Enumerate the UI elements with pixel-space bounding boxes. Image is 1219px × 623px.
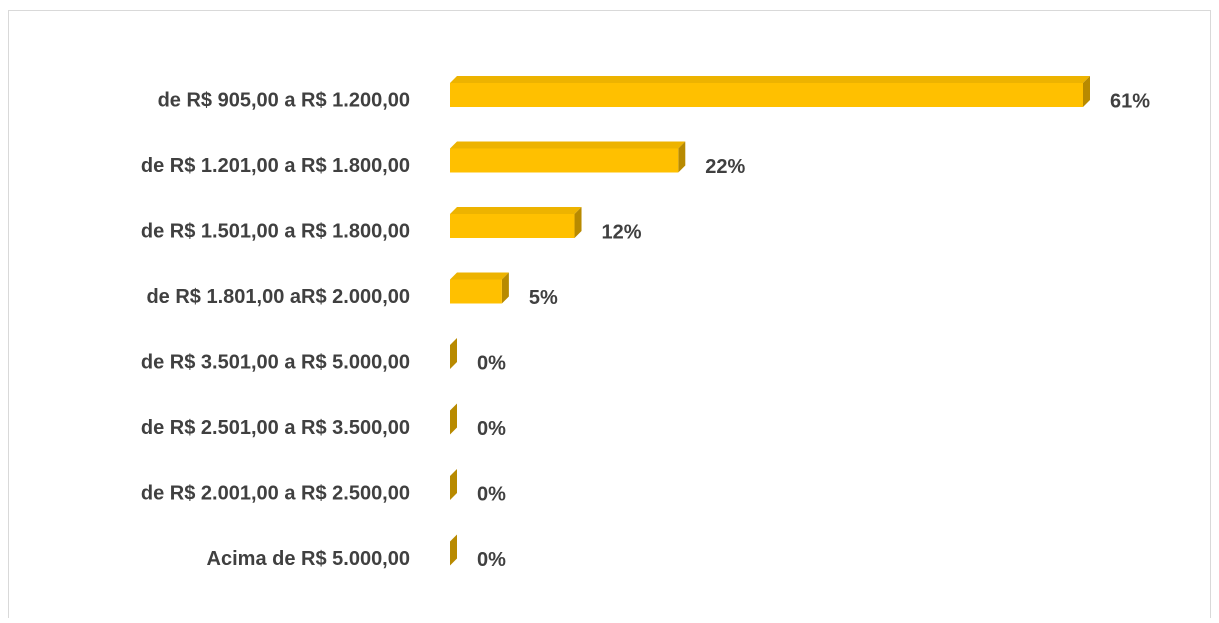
bar xyxy=(450,141,686,173)
bar-side xyxy=(501,272,509,304)
bar-side xyxy=(574,207,582,238)
value-label: 0% xyxy=(477,418,506,440)
bar-top xyxy=(450,272,509,280)
chart-border xyxy=(8,10,1211,623)
value-label: 61% xyxy=(1110,90,1150,112)
bar-top xyxy=(450,76,1090,83)
bar-side xyxy=(1083,76,1090,107)
y-tick-label: de R$ 2.501,00 a R$ 3.500,00 xyxy=(141,417,410,439)
bar-top xyxy=(450,141,686,149)
bar-side xyxy=(450,534,457,566)
value-label: 0% xyxy=(477,549,506,571)
bar-front xyxy=(450,279,502,304)
bar-side xyxy=(678,141,686,173)
bar xyxy=(450,76,1090,107)
y-tick-label: de R$ 1.201,00 a R$ 1.800,00 xyxy=(141,155,410,177)
value-label: 12% xyxy=(602,221,642,243)
y-tick-label: de R$ 905,00 a R$ 1.200,00 xyxy=(158,89,410,111)
bar xyxy=(450,338,457,369)
y-tick-label: de R$ 3.501,00 a R$ 5.000,00 xyxy=(141,351,410,373)
value-label: 0% xyxy=(477,483,506,505)
bar-front xyxy=(450,148,679,173)
bar-side xyxy=(450,469,457,500)
bar xyxy=(450,403,457,435)
bar xyxy=(450,534,457,566)
value-label: 22% xyxy=(705,156,745,178)
value-label: 0% xyxy=(477,352,506,374)
y-tick-label: Acima de R$ 5.000,00 xyxy=(207,548,410,570)
bar-top xyxy=(450,207,582,214)
bar xyxy=(450,272,509,304)
value-label: 5% xyxy=(529,287,558,309)
bar-side xyxy=(450,403,457,435)
bar-front xyxy=(450,214,575,238)
bar-front xyxy=(450,83,1083,107)
bar xyxy=(450,207,582,238)
bar-side xyxy=(450,338,457,369)
y-tick-label: de R$ 2.001,00 a R$ 2.500,00 xyxy=(141,482,410,504)
y-tick-label: de R$ 1.501,00 a R$ 1.800,00 xyxy=(141,220,410,242)
y-tick-label: de R$ 1.801,00 aR$ 2.000,00 xyxy=(146,286,410,308)
bar xyxy=(450,469,457,500)
